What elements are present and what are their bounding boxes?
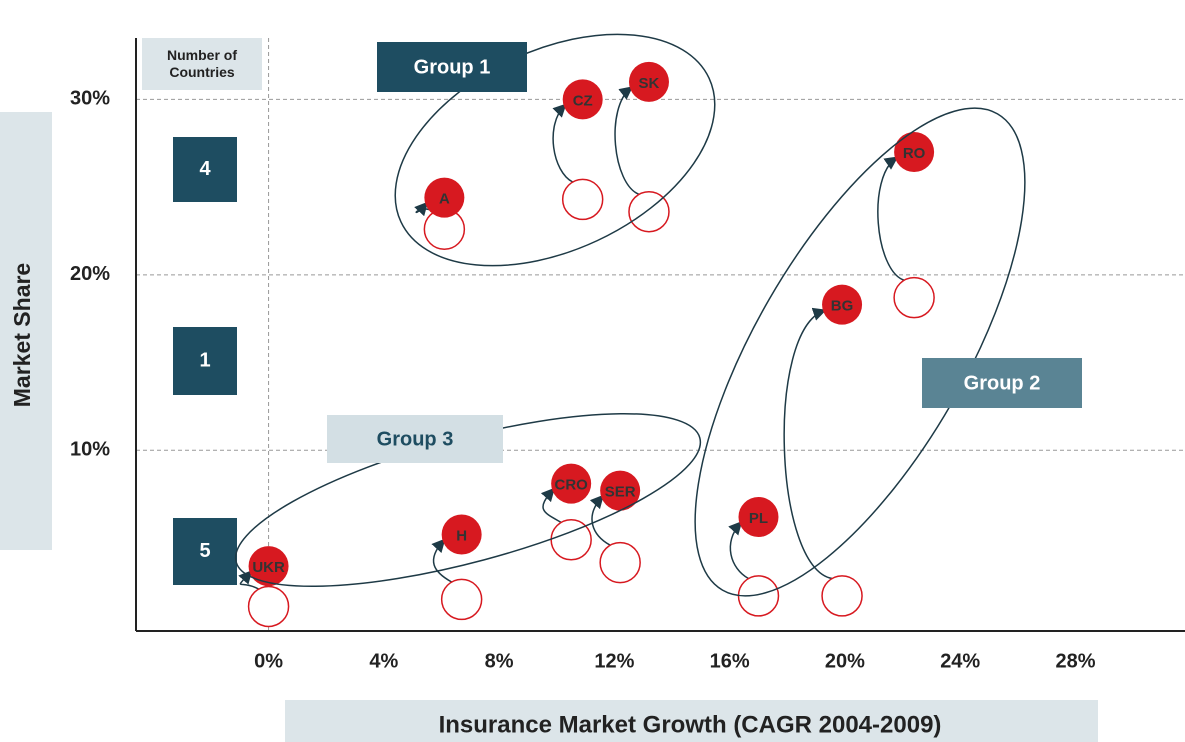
count-label: 5 xyxy=(199,540,210,562)
group-1-box xyxy=(377,42,527,92)
point-label: BG xyxy=(831,298,854,315)
point-label: H xyxy=(456,527,467,544)
count-label: 4 xyxy=(199,158,211,180)
end-point xyxy=(248,546,289,587)
start-point xyxy=(821,575,863,617)
end-point xyxy=(822,284,863,325)
move-arrow xyxy=(238,570,259,590)
x-tick-label: 28% xyxy=(1055,650,1095,672)
point-label: CRO xyxy=(554,477,588,494)
point-label: CZ xyxy=(573,92,593,109)
y-axis-title: Market Share xyxy=(9,263,35,407)
end-point xyxy=(424,177,465,218)
x-tick-label: 12% xyxy=(594,650,634,672)
move-arrow xyxy=(728,520,749,580)
point-label: RO xyxy=(903,145,926,162)
group-3-box xyxy=(327,415,503,463)
move-arrow xyxy=(589,494,611,546)
count-box xyxy=(173,137,237,202)
group-2-box xyxy=(922,358,1082,408)
move-arrow xyxy=(540,487,562,524)
count-header: Number of Countries xyxy=(167,47,237,80)
point-label: A xyxy=(439,191,450,208)
x-tick-label: 0% xyxy=(254,650,283,672)
x-axis-title: Insurance Market Growth (CAGR 2004-2009) xyxy=(439,711,942,738)
count-label: 1 xyxy=(199,349,210,371)
count-boxes: 4 1 5 xyxy=(173,137,237,585)
y-tick-label: 10% xyxy=(70,439,110,461)
point-label: SER xyxy=(605,484,636,501)
x-tick-label: 4% xyxy=(369,650,398,672)
plot: 10% 20% 30% 0% 4% 8% 12% 16% 20% 24% 28% A CZ SK RO BG P… xyxy=(70,38,1185,672)
group-label: Group 1 xyxy=(414,56,491,78)
count-box xyxy=(173,518,237,585)
x-label-bg xyxy=(285,700,1098,742)
group-label: Group 2 xyxy=(964,372,1041,394)
point-label: UKR xyxy=(252,559,285,576)
y-tick-label: 30% xyxy=(70,88,110,110)
end-point xyxy=(562,79,603,120)
x-tick-label: 16% xyxy=(710,650,750,672)
end-point xyxy=(441,514,482,555)
x-tick-label: 24% xyxy=(940,650,980,672)
x-tick-label: 8% xyxy=(485,650,514,672)
end-point xyxy=(628,61,669,102)
move-arrow xyxy=(783,307,833,580)
group-2-outline xyxy=(694,107,1026,597)
point-label: SK xyxy=(639,75,660,92)
start-point xyxy=(561,178,604,221)
move-arrow xyxy=(552,103,574,183)
y-tick-label: 20% xyxy=(70,263,110,285)
y-label-bg xyxy=(0,112,52,550)
move-arrow xyxy=(877,156,905,281)
move-arrow xyxy=(431,538,453,583)
group-label: Group 3 xyxy=(377,428,454,450)
end-point xyxy=(894,132,935,173)
end-point xyxy=(738,496,779,537)
start-point xyxy=(893,276,935,319)
start-point xyxy=(440,578,483,621)
count-header-bg xyxy=(142,38,262,90)
start-point xyxy=(247,585,290,628)
end-point xyxy=(600,470,641,511)
point-label: PL xyxy=(749,510,768,527)
count-box xyxy=(173,327,237,395)
start-point xyxy=(599,541,641,584)
move-arrow xyxy=(614,86,640,195)
x-tick-label: 20% xyxy=(825,650,865,672)
count-header-wrap: Number of Countries xyxy=(167,47,237,80)
end-point xyxy=(551,463,592,504)
